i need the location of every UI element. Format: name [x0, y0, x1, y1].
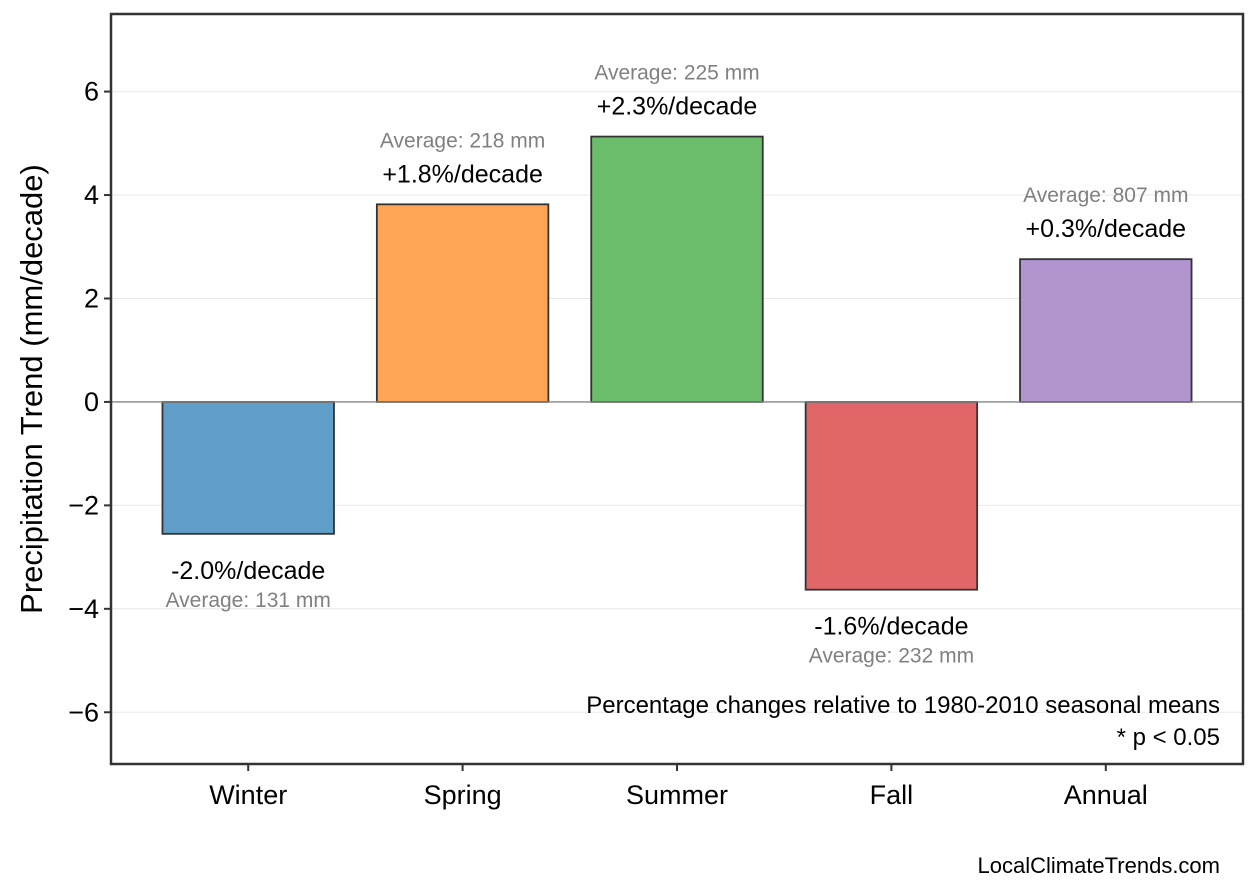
y-tick-label: 2	[84, 283, 99, 313]
y-tick-label: −4	[68, 594, 99, 624]
credit-text: LocalClimateTrends.com	[978, 853, 1221, 878]
percent-label: +0.3%/decade	[1026, 215, 1187, 243]
percent-label: -2.0%/decade	[171, 557, 325, 585]
y-tick-label: 6	[84, 77, 99, 107]
bar-winter	[161, 401, 335, 535]
y-tick-label: 4	[84, 180, 99, 210]
x-tick-label: Fall	[870, 780, 914, 810]
percent-label: -1.6%/decade	[814, 613, 968, 641]
average-label: Average: 131 mm	[166, 589, 331, 612]
x-tick-label: Summer	[626, 780, 728, 810]
x-tick-label: Annual	[1064, 780, 1148, 810]
y-tick-label: −2	[68, 490, 99, 520]
y-tick-label: 0	[84, 387, 99, 417]
y-axis-label: Precipitation Trend (mm/decade)	[14, 164, 49, 614]
bar-fall	[804, 401, 979, 591]
annotation-line-1: Percentage changes relative to 1980-2010…	[586, 692, 1220, 719]
percent-label: +1.8%/decade	[382, 160, 543, 188]
percent-label: +2.3%/decade	[597, 93, 758, 121]
bar-summer	[590, 135, 764, 403]
bar-annual	[1019, 258, 1193, 403]
average-label: Average: 225 mm	[594, 62, 759, 85]
x-tick-label: Spring	[424, 780, 502, 810]
annotation-line-2: * p < 0.05	[1117, 724, 1220, 751]
average-label: Average: 807 mm	[1023, 184, 1188, 207]
average-label: Average: 218 mm	[380, 129, 545, 152]
average-label: Average: 232 mm	[809, 645, 974, 668]
y-tick-label: −6	[68, 697, 99, 727]
x-tick-label: Winter	[209, 780, 287, 810]
bar-spring	[375, 203, 550, 403]
